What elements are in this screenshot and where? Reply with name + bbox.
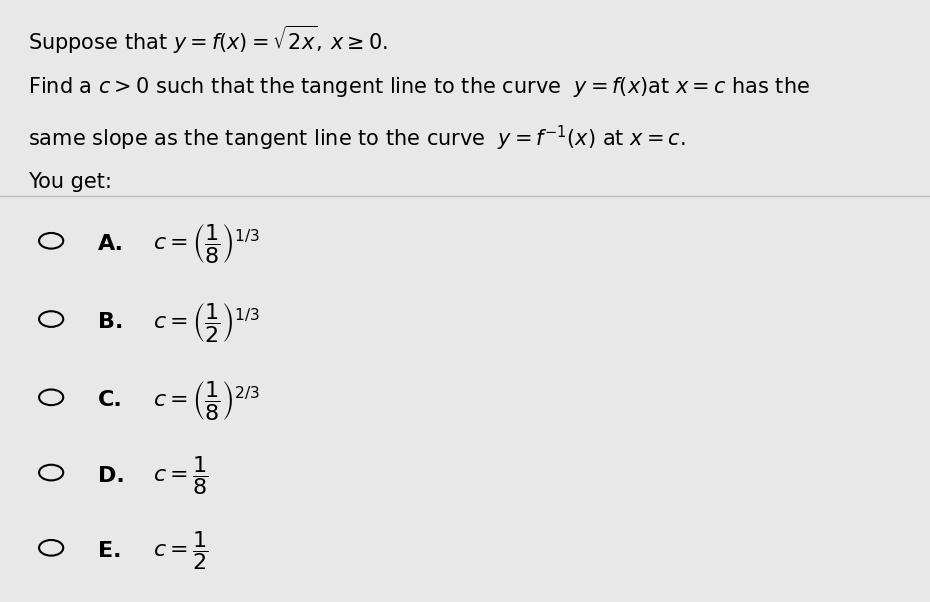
Text: $c = \dfrac{1}{8}$: $c = \dfrac{1}{8}$: [153, 454, 209, 497]
Text: $c = \left(\dfrac{1}{2}\right)^{1/3}$: $c = \left(\dfrac{1}{2}\right)^{1/3}$: [153, 300, 260, 344]
Text: You get:: You get:: [28, 172, 112, 191]
Text: $c = \dfrac{1}{2}$: $c = \dfrac{1}{2}$: [153, 529, 209, 573]
Text: D.: D.: [98, 465, 125, 486]
Text: $c = \left(\dfrac{1}{8}\right)^{2/3}$: $c = \left(\dfrac{1}{8}\right)^{2/3}$: [153, 379, 260, 422]
Text: $c = \left(\dfrac{1}{8}\right)^{1/3}$: $c = \left(\dfrac{1}{8}\right)^{1/3}$: [153, 222, 260, 265]
Text: Suppose that $y = f(x) = \sqrt{2x},\, x \geq 0.$: Suppose that $y = f(x) = \sqrt{2x},\, x …: [28, 24, 388, 57]
Text: same slope as the tangent line to the curve  $y = f^{-1}(x)$ at $x = c$.: same slope as the tangent line to the cu…: [28, 123, 685, 153]
Text: B.: B.: [98, 312, 123, 332]
Text: C.: C.: [98, 390, 123, 411]
Text: A.: A.: [98, 234, 124, 254]
Text: E.: E.: [98, 541, 121, 561]
Text: Find a $c > 0$ such that the tangent line to the curve  $y = f(x)$at $x = c$ has: Find a $c > 0$ such that the tangent lin…: [28, 75, 810, 99]
